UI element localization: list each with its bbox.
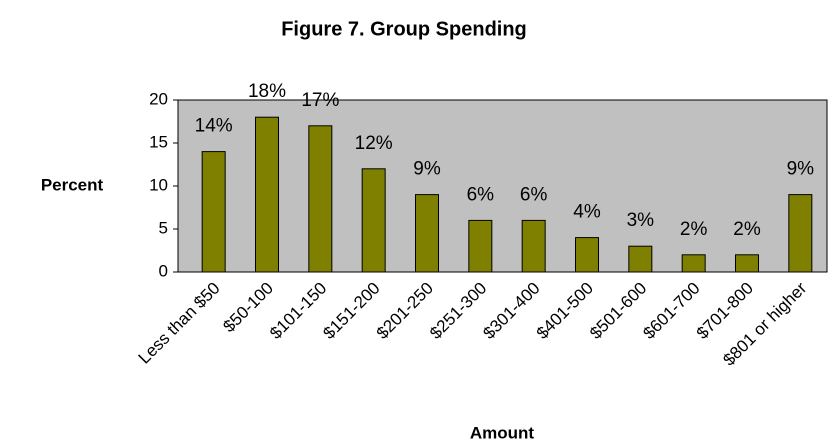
y-tick-label: 15	[149, 132, 168, 151]
data-label: 9%	[413, 159, 441, 180]
x-tick-label: $501-600	[586, 279, 650, 343]
plot-area	[177, 99, 828, 273]
y-tick-label: 0	[159, 261, 168, 280]
bar	[308, 125, 333, 273]
data-label: 6%	[520, 184, 548, 205]
x-tick-label: $301-400	[479, 279, 543, 343]
y-tick-label: 20	[149, 89, 168, 108]
x-tick-label: $201-250	[373, 279, 437, 343]
x-tick-label: $601-700	[639, 279, 703, 343]
x-tick-label: $151-200	[319, 279, 383, 343]
y-tick-label: 10	[149, 175, 168, 194]
chart-title: Figure 7. Group Spending	[281, 18, 527, 40]
bar	[361, 168, 386, 273]
bar	[201, 151, 226, 273]
bar	[575, 237, 599, 273]
data-label: 18%	[248, 81, 286, 102]
data-label: 17%	[301, 90, 339, 111]
data-label: 12%	[355, 133, 393, 154]
x-tick-label: $251-300	[426, 279, 490, 343]
data-label: 6%	[467, 184, 495, 205]
bar	[788, 194, 813, 273]
bar	[415, 194, 439, 273]
x-axis-title: Amount	[470, 423, 535, 442]
data-label: 3%	[627, 210, 655, 231]
bar	[468, 219, 493, 273]
data-label: 2%	[680, 219, 708, 240]
data-label: 4%	[573, 202, 601, 223]
data-label: 14%	[195, 116, 233, 137]
data-label: 9%	[787, 159, 815, 180]
x-tick-label: Less than $50	[135, 279, 224, 368]
y-axis-title: Percent	[41, 175, 104, 194]
x-tick-label: $101-150	[266, 279, 330, 343]
data-label: 2%	[733, 219, 761, 240]
bar	[735, 254, 759, 273]
y-tick-label: 5	[159, 218, 168, 237]
bar	[521, 219, 546, 273]
bar	[681, 254, 706, 273]
bar	[628, 245, 653, 273]
x-tick-label: $401-500	[533, 279, 597, 343]
bar	[255, 116, 279, 273]
